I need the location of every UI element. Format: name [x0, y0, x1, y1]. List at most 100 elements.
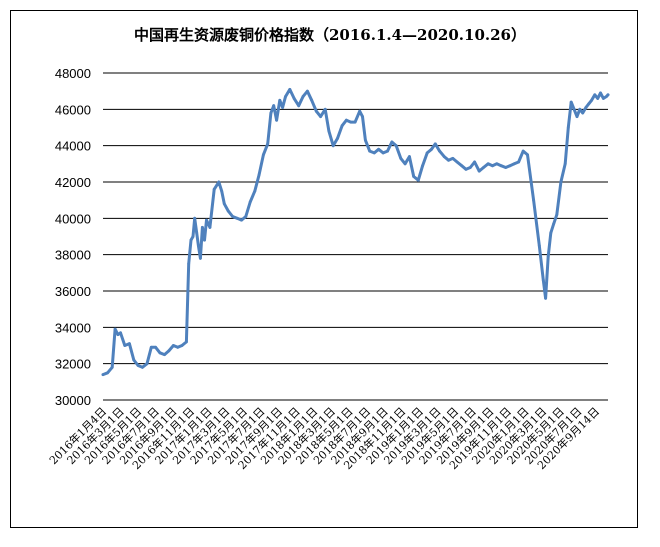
data-point — [113, 327, 117, 331]
data-point — [244, 215, 248, 218]
data-point — [167, 349, 171, 353]
data-point — [386, 149, 389, 153]
data-point — [569, 100, 573, 104]
data-point — [266, 142, 270, 146]
data-point — [581, 111, 585, 115]
data-point — [425, 151, 429, 155]
data-point — [149, 345, 153, 349]
y-tick-label: 38000 — [55, 248, 91, 263]
data-point — [596, 97, 600, 100]
data-point — [512, 162, 516, 166]
data-point — [136, 364, 140, 367]
data-point — [314, 109, 318, 113]
data-point — [358, 109, 362, 113]
data-point — [231, 215, 235, 218]
data-point — [364, 138, 367, 142]
data-point — [495, 162, 499, 166]
data-point — [353, 120, 357, 124]
data-point — [460, 164, 464, 168]
data-point — [447, 158, 450, 162]
data-point — [240, 218, 243, 222]
y-tick-label: 40000 — [55, 211, 91, 226]
data-point — [327, 129, 331, 133]
y-tick-label: 46000 — [55, 102, 91, 117]
series-group — [101, 87, 610, 377]
data-point — [235, 216, 239, 220]
data-point — [604, 95, 608, 98]
data-point — [559, 180, 563, 184]
data-point — [208, 226, 212, 229]
data-point — [477, 169, 481, 173]
data-point — [284, 95, 287, 98]
y-tick-label: 44000 — [55, 139, 91, 154]
data-point — [566, 126, 570, 129]
y-tick-label: 32000 — [55, 357, 91, 372]
data-point — [340, 124, 344, 128]
data-point — [377, 147, 380, 151]
data-point — [123, 344, 127, 347]
data-point — [412, 175, 416, 178]
data-point — [172, 344, 175, 347]
data-point — [275, 118, 278, 122]
data-point — [212, 187, 216, 191]
data-point — [381, 151, 385, 155]
data-point — [372, 151, 376, 155]
data-point — [544, 296, 547, 300]
data-point — [532, 198, 535, 202]
data-point — [220, 189, 224, 193]
data-point — [345, 118, 348, 122]
data-point — [306, 89, 309, 93]
data-point — [195, 231, 199, 235]
data-point — [323, 107, 327, 111]
data-point — [176, 345, 180, 349]
series-line — [101, 87, 610, 377]
data-point — [185, 340, 188, 344]
data-point — [193, 216, 197, 220]
data-point — [180, 344, 184, 347]
chart-title: 中国再生资源废铜价格指数（2016.1.4—2020.10.26） — [133, 26, 526, 44]
data-point — [537, 244, 541, 248]
data-point — [368, 149, 372, 153]
data-point — [442, 155, 446, 159]
data-point — [217, 180, 221, 184]
data-point — [482, 166, 485, 169]
data-point — [464, 167, 468, 171]
data-point — [106, 371, 109, 375]
data-point — [517, 160, 520, 164]
data-point — [602, 97, 605, 100]
y-tick-label: 34000 — [55, 320, 91, 335]
data-point — [599, 91, 602, 95]
y-tick-label: 42000 — [55, 175, 91, 190]
data-point — [430, 147, 433, 151]
data-point — [526, 153, 529, 157]
data-point — [222, 202, 226, 206]
data-point — [319, 115, 322, 118]
data-point — [421, 164, 424, 168]
data-point — [575, 115, 579, 118]
data-point — [438, 149, 441, 153]
data-point — [390, 140, 394, 144]
chart-frame — [10, 10, 638, 528]
data-point — [154, 345, 158, 349]
data-point — [141, 365, 144, 369]
data-point — [257, 173, 261, 177]
data-point — [199, 256, 202, 260]
data-point — [297, 104, 301, 108]
data-point — [101, 373, 105, 376]
data-point — [394, 144, 398, 148]
data-point — [552, 222, 556, 226]
x-axis-ticks: 2016年1月4日2016年3月1日2016年5月1日2016年7月1日2016… — [46, 404, 602, 472]
data-point — [416, 178, 420, 182]
data-point — [262, 153, 265, 157]
data-point — [226, 209, 230, 213]
data-point — [197, 244, 200, 248]
data-point — [281, 106, 284, 109]
data-point — [593, 93, 597, 97]
data-point — [272, 104, 276, 108]
data-point — [269, 111, 273, 115]
data-point — [110, 365, 114, 369]
data-point — [349, 120, 353, 124]
y-tick-label: 36000 — [55, 284, 91, 299]
data-point — [119, 331, 122, 335]
data-point — [201, 226, 204, 229]
